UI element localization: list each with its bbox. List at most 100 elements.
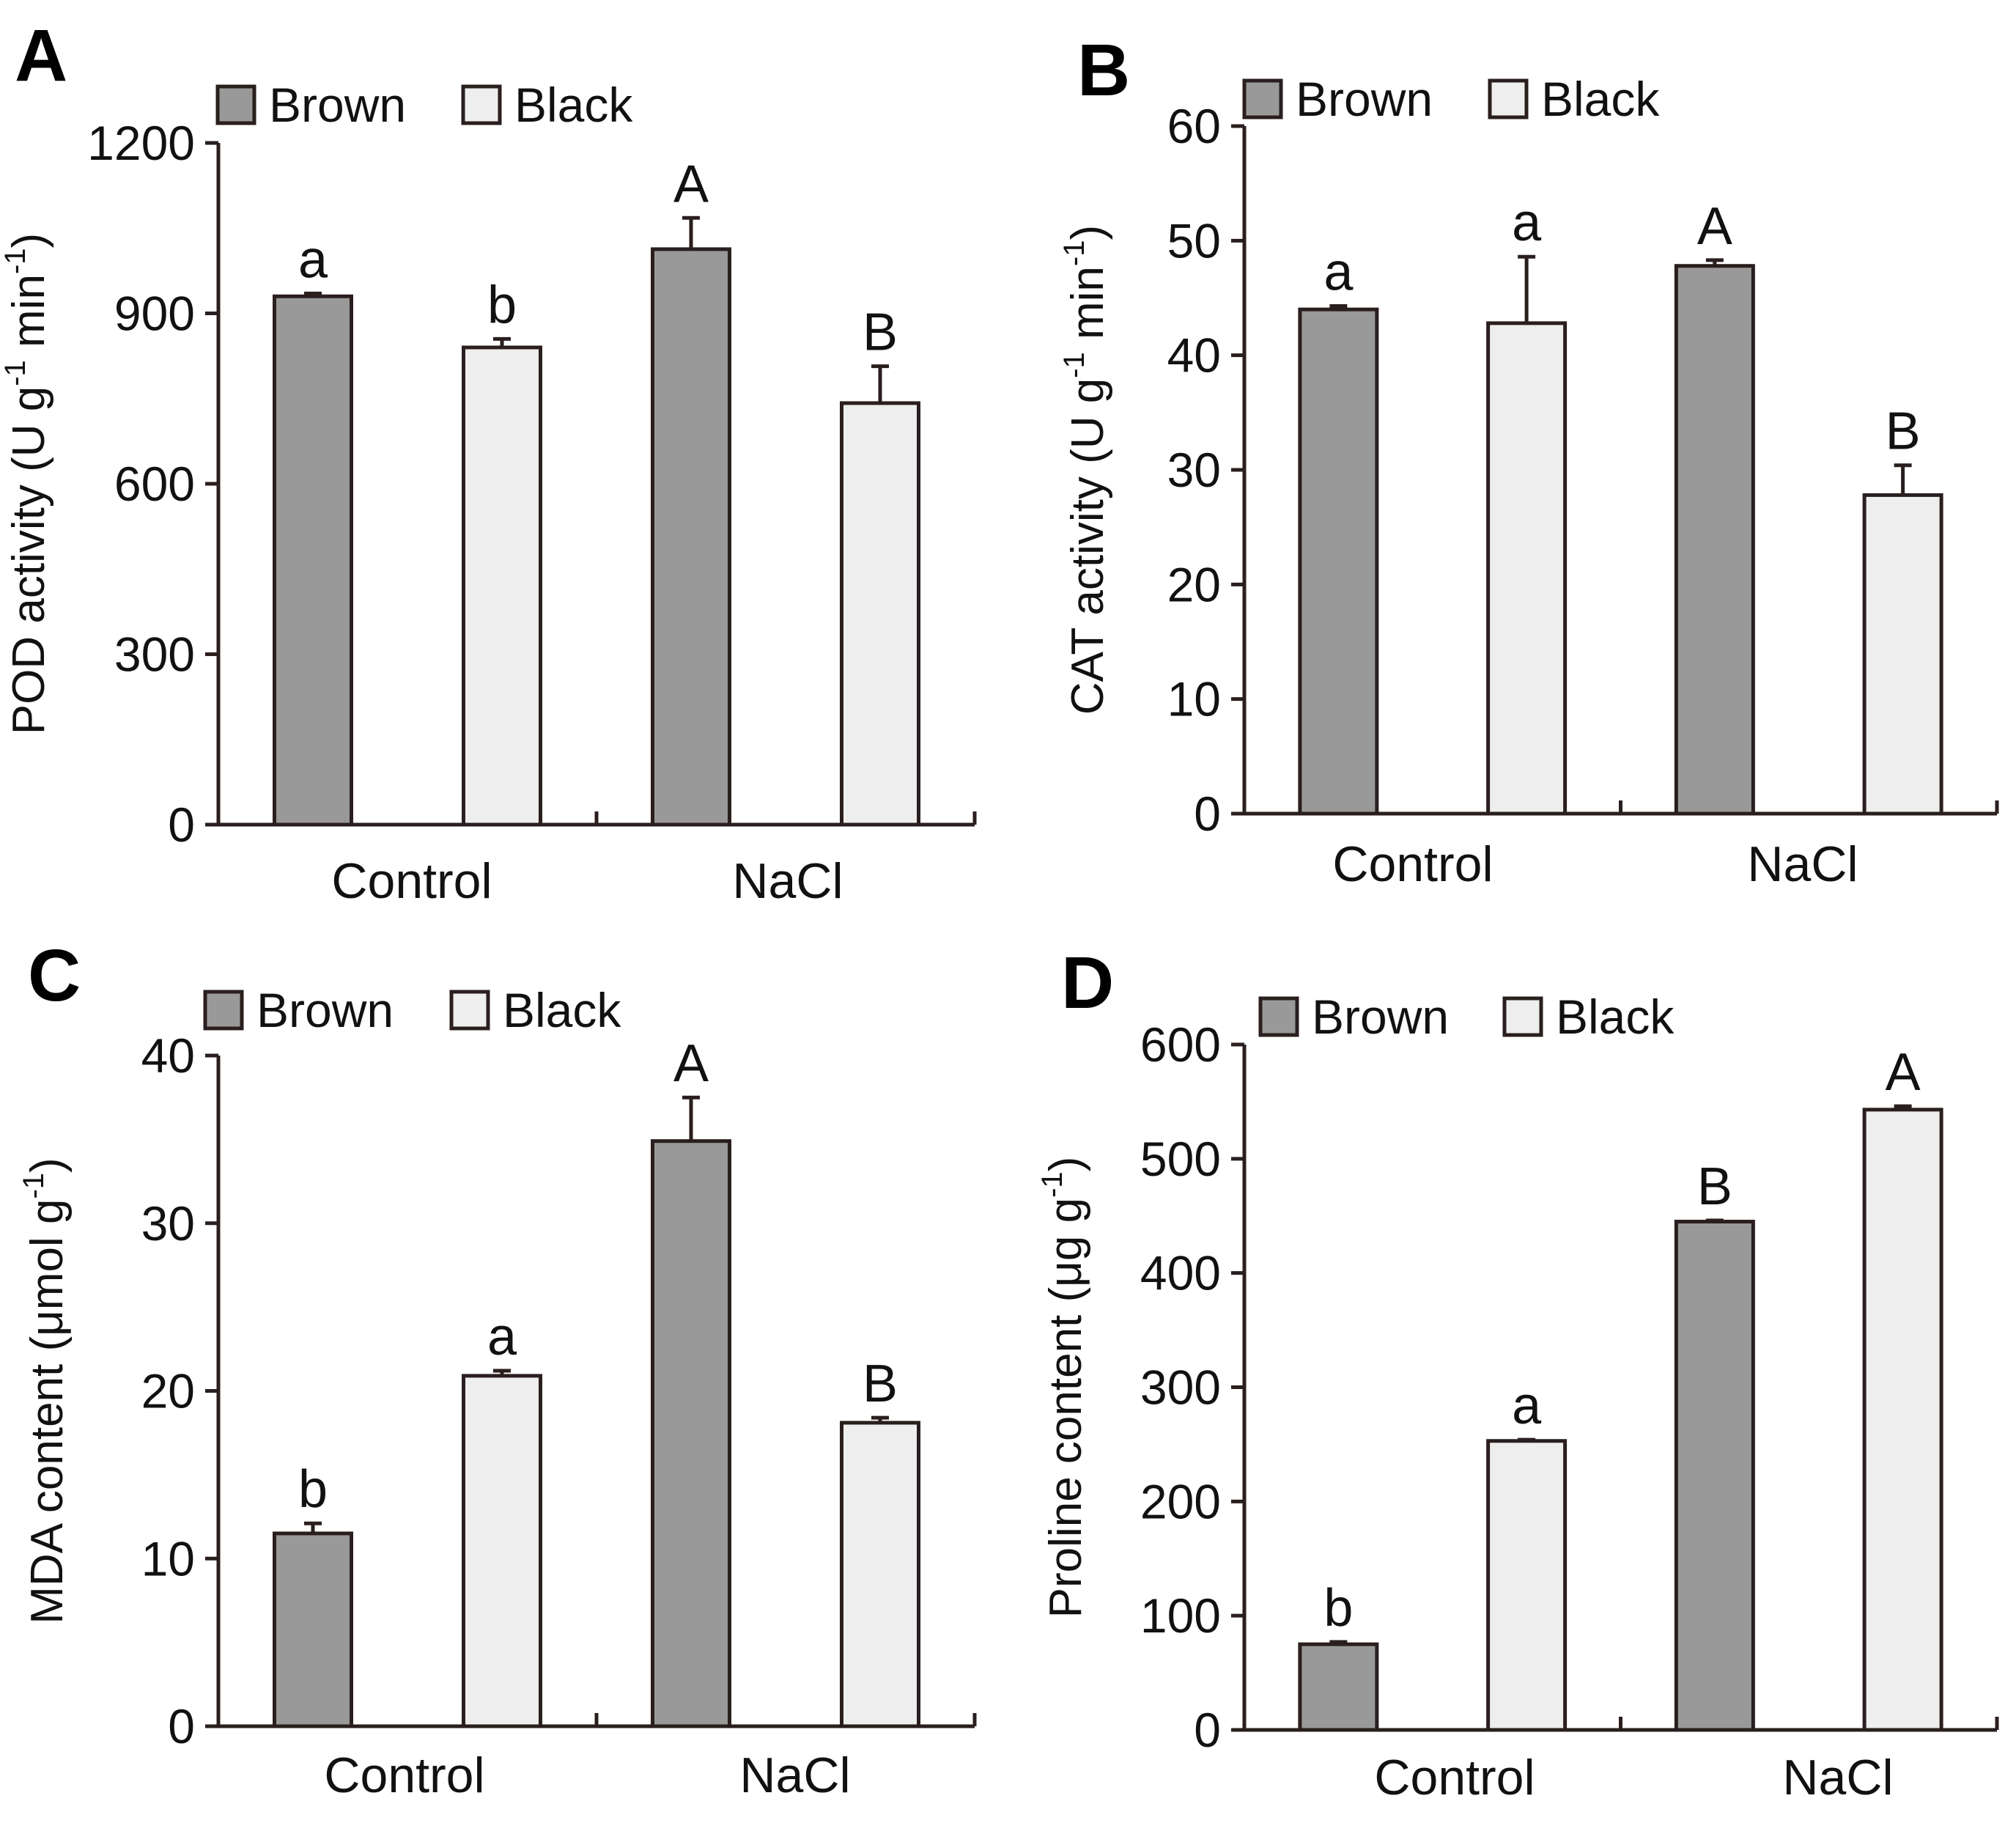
- y-axis-label-superscript: -1: [0, 248, 32, 274]
- legend-swatch-black: [1502, 996, 1543, 1037]
- y-tick-label: 60: [1167, 99, 1221, 153]
- y-axis-label-superscript: -1: [1036, 1171, 1068, 1198]
- bar-brown: [651, 1139, 731, 1728]
- legend-swatch-black: [1488, 78, 1529, 119]
- y-axis-label-part: ): [22, 1157, 73, 1173]
- y-axis-label-part: min: [1063, 266, 1113, 352]
- y-tick-label: 20: [1167, 557, 1221, 611]
- bar-black: [840, 1421, 920, 1728]
- significance-letter: B: [863, 303, 898, 362]
- y-tick-label: 0: [1194, 787, 1221, 841]
- y-axis-label: Proline content (μg g-1): [1036, 1157, 1091, 1618]
- x-category-label: Control: [1374, 1750, 1535, 1805]
- x-category-label: Control: [324, 1748, 484, 1803]
- y-tick-label: 400: [1140, 1246, 1221, 1300]
- y-tick-label: 0: [1194, 1703, 1221, 1757]
- bar-black: [1862, 1108, 1943, 1732]
- y-axis-label-superscript: -1: [18, 1173, 50, 1199]
- legend-swatch-brown: [1258, 996, 1299, 1037]
- legend-label: Brown: [1312, 990, 1449, 1044]
- y-axis-label-part: MDA content (μmol g: [22, 1199, 73, 1624]
- legend-swatch-black: [449, 990, 490, 1031]
- bar-brown: [1298, 307, 1379, 816]
- x-category-label: NaCl: [1782, 1750, 1893, 1805]
- y-axis-label-part: ): [1041, 1157, 1091, 1172]
- panel-label: A: [15, 15, 67, 97]
- significance-letter: b: [1323, 1579, 1353, 1638]
- x-category-label: Control: [1332, 836, 1493, 892]
- y-tick-label: 600: [1140, 1017, 1221, 1072]
- y-tick-label: 1200: [87, 116, 195, 170]
- significance-letter: A: [1886, 1043, 1921, 1102]
- bar-black: [1862, 493, 1943, 816]
- panel-label: C: [28, 935, 81, 1017]
- y-tick-label: 30: [141, 1196, 195, 1251]
- y-tick-label: 40: [141, 1028, 195, 1083]
- significance-letter: a: [298, 230, 328, 289]
- legend-swatch-black: [461, 84, 502, 125]
- x-category-label: NaCl: [739, 1748, 850, 1803]
- y-axis-label-superscript: -1: [1058, 352, 1090, 378]
- legend-label: Black: [514, 78, 633, 132]
- y-axis-label: POD activity (U g-1 min-1): [0, 233, 54, 734]
- y-tick-label: 30: [1167, 443, 1221, 497]
- y-axis-label: CAT activity (U g-1 min-1): [1058, 225, 1113, 715]
- x-category-label: NaCl: [1747, 836, 1858, 892]
- legend-swatch-brown: [215, 84, 256, 125]
- y-axis-label-superscript: -1: [1058, 240, 1090, 267]
- bar-black: [1486, 321, 1568, 816]
- y-tick-label: 600: [114, 457, 195, 511]
- bar-black: [462, 345, 542, 827]
- bar-brown: [1674, 264, 1755, 816]
- y-tick-label: 100: [1140, 1588, 1221, 1643]
- y-axis-label-part: CAT activity (U g: [1063, 378, 1113, 715]
- significance-letter: a: [1512, 1377, 1542, 1435]
- legend-swatch-brown: [1242, 78, 1283, 119]
- y-axis-label-superscript: -1: [0, 360, 32, 386]
- bar-black: [840, 401, 920, 827]
- y-axis-label: MDA content (μmol g-1): [18, 1157, 73, 1624]
- panel-label: D: [1061, 942, 1114, 1024]
- bar-brown: [651, 247, 731, 827]
- bar-black: [462, 1374, 542, 1728]
- significance-letter: a: [1323, 243, 1354, 301]
- significance-letter: B: [1886, 402, 1921, 461]
- panel-c: C 0 10 20 30 40 MDA content (μmol g-1) Control N…: [18, 935, 977, 1803]
- legend-label: Black: [503, 983, 621, 1037]
- significance-letter: a: [487, 1308, 517, 1366]
- x-category-label: NaCl: [732, 853, 843, 909]
- significance-letter: A: [673, 155, 709, 213]
- legend-label: Black: [1541, 72, 1660, 126]
- y-axis-label-part: ): [4, 233, 54, 248]
- y-tick-label: 10: [141, 1531, 195, 1586]
- y-tick-label: 10: [1167, 672, 1221, 726]
- panel-d: D 0 100 200 300 400 500 600 Proline content (μg …: [1036, 942, 1999, 1805]
- y-tick-label: 0: [168, 1699, 195, 1753]
- significance-letter: B: [1697, 1157, 1732, 1216]
- bar-brown: [273, 1531, 353, 1728]
- significance-letter: A: [1697, 197, 1732, 256]
- significance-letter: b: [487, 276, 517, 334]
- legend-label: Brown: [269, 78, 406, 132]
- bar-black: [1486, 1439, 1568, 1732]
- legend-swatch-brown: [203, 990, 244, 1031]
- significance-letter: B: [863, 1355, 898, 1413]
- y-axis-label-part: POD activity (U g: [4, 386, 54, 734]
- y-tick-label: 40: [1167, 328, 1221, 383]
- y-tick-label: 300: [1140, 1360, 1221, 1415]
- y-tick-label: 200: [1140, 1474, 1221, 1528]
- bar-brown: [273, 294, 353, 827]
- y-tick-label: 20: [141, 1364, 195, 1418]
- y-axis-label-part: Proline content (μg g: [1041, 1198, 1091, 1618]
- x-category-label: Control: [331, 853, 492, 909]
- bar-brown: [1674, 1220, 1755, 1732]
- y-tick-label: 0: [168, 798, 195, 852]
- y-tick-label: 900: [114, 287, 195, 341]
- y-axis-label-part: ): [1063, 225, 1113, 240]
- significance-letter: a: [1512, 194, 1542, 252]
- significance-letter: b: [298, 1460, 328, 1519]
- y-tick-label: 50: [1167, 213, 1221, 268]
